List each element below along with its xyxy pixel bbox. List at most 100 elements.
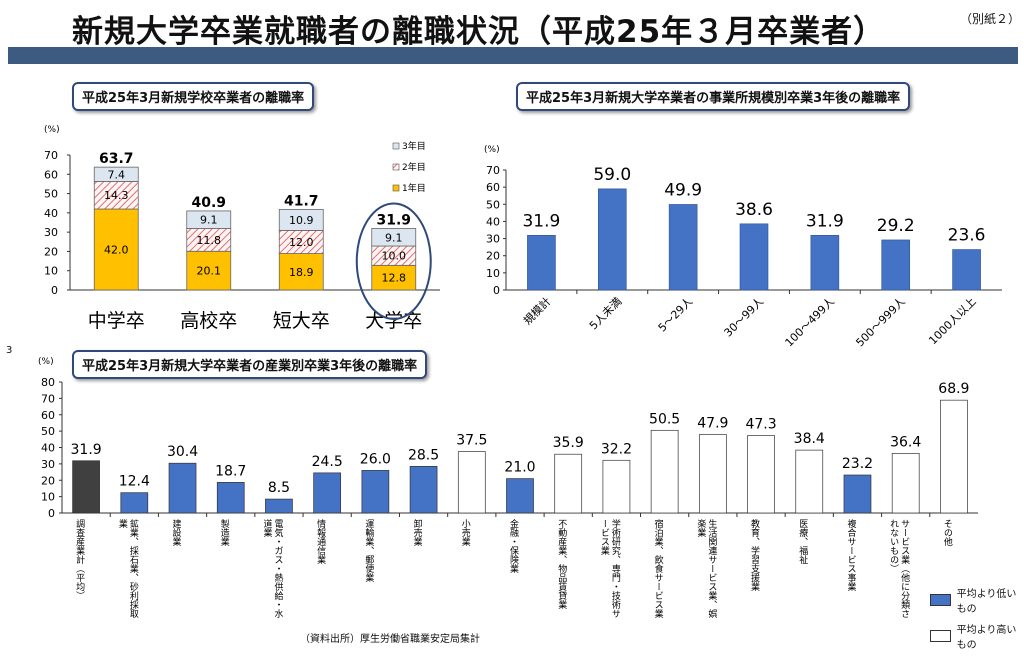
y-tick-label: 30 bbox=[44, 226, 58, 239]
bar-value-label: 30.4 bbox=[167, 444, 198, 460]
bar-value-label: 23.6 bbox=[948, 226, 986, 246]
bar-value-label: 10.0 bbox=[382, 250, 407, 263]
panel-title-industry: 平成25年3月新規大学卒業者の産業別卒業3年後の離職率 bbox=[72, 350, 428, 379]
y-tick-label: 20 bbox=[44, 245, 58, 258]
x-category-label: 5人未満 bbox=[587, 295, 624, 332]
bar bbox=[952, 249, 981, 291]
y-tick-label: 80 bbox=[41, 376, 55, 389]
y-tick-label: 30 bbox=[41, 458, 55, 471]
bar-value-label: 12.4 bbox=[119, 474, 150, 490]
y-tick-label: 0 bbox=[51, 284, 58, 297]
bar bbox=[216, 482, 245, 514]
y-tick-label: 50 bbox=[44, 188, 58, 201]
bar-value-label: 11.8 bbox=[197, 234, 222, 247]
x-category-label: 規模計 bbox=[520, 294, 553, 327]
bar-value-label: 9.1 bbox=[200, 214, 218, 227]
y-tick-label: 50 bbox=[486, 198, 500, 211]
bar-value-label: 8.5 bbox=[268, 480, 290, 496]
bar-value-label: 7.4 bbox=[108, 168, 126, 181]
bar bbox=[554, 453, 583, 514]
bar-value-label: 28.5 bbox=[408, 447, 439, 463]
x-category-label: 業 bbox=[117, 518, 128, 529]
legend-swatch bbox=[392, 184, 400, 192]
legend-above-average: 平均より高いもの bbox=[930, 621, 1024, 651]
y-tick-label: 70 bbox=[486, 164, 500, 177]
bar-value-label: 42.0 bbox=[104, 244, 129, 257]
x-category-label: 鉱業、採石業、砂利採取 bbox=[128, 518, 139, 619]
bar-value-label: 10.9 bbox=[289, 214, 314, 227]
bar-value-label: 26.0 bbox=[360, 451, 391, 467]
bar-segment bbox=[186, 210, 232, 229]
bar-value-label: 47.3 bbox=[745, 417, 776, 433]
bar-segment bbox=[278, 208, 324, 231]
x-category-label: 金融・保険業 bbox=[508, 518, 519, 574]
x-category-label: 500～999人 bbox=[853, 295, 907, 349]
legend-label: 3年目 bbox=[402, 140, 426, 152]
y-unit-label: (%) bbox=[484, 145, 500, 155]
legend-label: 2年目 bbox=[402, 161, 426, 173]
x-category-label: 運輸業、郵便業 bbox=[363, 519, 374, 583]
y-tick-label: 10 bbox=[44, 265, 58, 278]
bar bbox=[843, 474, 872, 514]
bar bbox=[650, 429, 679, 514]
y-tick-label: 50 bbox=[41, 425, 55, 438]
x-category-label: 生活関連サービス業、娯 bbox=[706, 518, 717, 619]
bar bbox=[168, 462, 197, 514]
x-category-label: 5～29人 bbox=[656, 295, 696, 335]
y-tick-label: 70 bbox=[41, 392, 55, 405]
y-tick-label: 10 bbox=[486, 267, 500, 280]
x-category-label: 教育、学習支援業 bbox=[749, 518, 760, 592]
bar-value-label: 50.5 bbox=[649, 411, 680, 427]
x-category-label: 宿泊業、飲食サービス業 bbox=[653, 518, 664, 619]
bar bbox=[881, 239, 911, 291]
y-tick-label: 60 bbox=[41, 409, 55, 422]
bar-total-label: 63.7 bbox=[99, 151, 134, 167]
x-category-label: 卸売業 bbox=[412, 518, 423, 547]
bar bbox=[739, 223, 769, 291]
x-category-label: れないもの） bbox=[888, 519, 899, 573]
chart-school: (%) 0 10 20 30 40 50 60 70 42.0 14.3 7.463.7 中学卒 20.1… bbox=[44, 125, 440, 332]
y-tick-label: 10 bbox=[41, 491, 55, 504]
bar-value-label: 36.4 bbox=[890, 434, 921, 450]
bar bbox=[506, 478, 534, 514]
bar-value-label: 21.0 bbox=[504, 460, 535, 476]
legend-label: 1年目 bbox=[402, 182, 426, 194]
x-category-label: 中学卒 bbox=[88, 310, 145, 332]
y-tick-label: 0 bbox=[493, 284, 500, 297]
y-tick-label: 40 bbox=[486, 215, 500, 228]
bar-value-label: 12.8 bbox=[382, 272, 407, 285]
bar bbox=[265, 498, 293, 514]
y-tick-label: 60 bbox=[44, 168, 58, 181]
x-category-label: 30～99人 bbox=[722, 295, 767, 340]
y-tick-label: 70 bbox=[44, 149, 58, 162]
bar bbox=[361, 470, 390, 514]
source-note: （資料出所）厚生労働省職業安定局集計 bbox=[300, 634, 480, 645]
bar-value-label: 14.3 bbox=[104, 189, 129, 202]
x-category-label: 電気・ガス・熱供給・水 bbox=[272, 519, 283, 618]
bar-value-label: 9.1 bbox=[385, 231, 403, 244]
bar bbox=[747, 435, 775, 514]
legend-swatch bbox=[392, 142, 400, 150]
bar bbox=[940, 399, 968, 514]
bar-value-label: 18.9 bbox=[289, 266, 314, 279]
bar bbox=[668, 204, 698, 291]
bar bbox=[602, 459, 631, 514]
y-tick-label: 20 bbox=[41, 474, 55, 487]
bar-value-label: 31.9 bbox=[806, 211, 844, 231]
x-category-label: 調査産業計（平均） bbox=[74, 518, 85, 600]
bar-value-label: 31.9 bbox=[71, 442, 102, 458]
x-category-label: 楽業 bbox=[695, 518, 706, 538]
bar bbox=[527, 235, 556, 291]
bar-value-label: 59.0 bbox=[593, 165, 631, 185]
x-category-label: 製造業 bbox=[219, 518, 230, 547]
x-category-label: 道業 bbox=[261, 518, 272, 538]
x-category-label: 建設業 bbox=[171, 518, 182, 547]
x-category-label: 学術研究、専門・技術サ bbox=[610, 518, 621, 618]
bar-value-label: 37.5 bbox=[456, 433, 487, 449]
x-category-label: 100～499人 bbox=[783, 295, 837, 349]
legend-swatch bbox=[392, 163, 400, 171]
y-tick-label: 40 bbox=[41, 442, 55, 455]
legend-label-above: 平均より高いもの bbox=[956, 625, 1017, 651]
bar-value-label: 12.0 bbox=[289, 236, 314, 249]
x-category-label: サービス業（他に分類さ bbox=[899, 519, 910, 618]
